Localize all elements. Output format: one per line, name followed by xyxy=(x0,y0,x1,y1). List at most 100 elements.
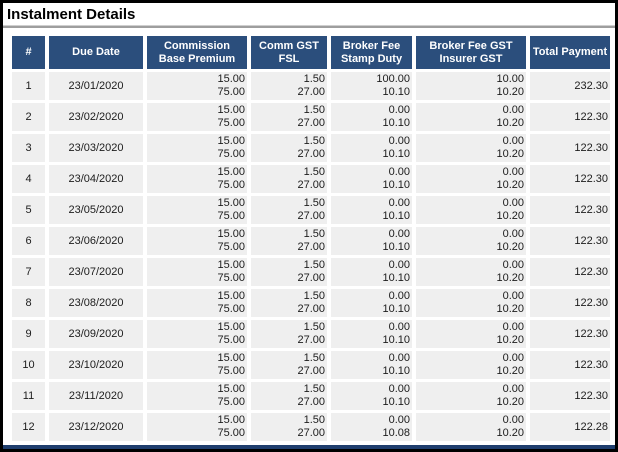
cell-value: 7 xyxy=(25,265,32,278)
cell-comm-gst-fsl: 1.50 27.00 xyxy=(251,196,327,224)
cell-value: 9 xyxy=(25,327,32,340)
cell-value: 3 xyxy=(25,141,32,154)
cell-num: 8 xyxy=(12,289,45,317)
cell-value-line: 10.20 xyxy=(496,148,524,160)
bottom-accent-line xyxy=(3,445,615,449)
cell-broker-fee-stamp-duty: 0.00 10.10 xyxy=(331,103,412,131)
cell-comm-gst-fsl: 1.50 27.00 xyxy=(251,258,327,286)
cell-commission-base-premium: 15.00 75.00 xyxy=(147,134,247,162)
cell-value: 6 xyxy=(25,234,32,247)
table-row: 2 23/02/2020 15.00 75.00 1.50 27.00 0.00 10.10 0… xyxy=(12,103,610,131)
cell-value-line: 27.00 xyxy=(297,272,325,284)
cell-num: 1 xyxy=(12,72,45,100)
cell-value: 23/03/2020 xyxy=(68,141,124,154)
cell-num: 10 xyxy=(12,351,45,379)
cell-value-line: 27.00 xyxy=(297,179,325,191)
cell-num: 9 xyxy=(12,320,45,348)
cell-total-payment: 122.30 xyxy=(530,134,610,162)
cell-value-line: 10.10 xyxy=(382,86,410,98)
cell-value: 11 xyxy=(22,389,35,402)
cell-value-line: 0.00 xyxy=(502,383,524,395)
table-row: 9 23/09/2020 15.00 75.00 1.50 27.00 0.00 10.10 0… xyxy=(12,320,610,348)
cell-value-line: 75.00 xyxy=(217,272,245,284)
cell-value-line: 0.00 xyxy=(388,135,410,147)
cell-commission-base-premium: 15.00 75.00 xyxy=(147,196,247,224)
cell-value-line: 0.00 xyxy=(388,321,410,333)
cell-comm-gst-fsl: 1.50 27.00 xyxy=(251,165,327,193)
cell-num: 2 xyxy=(12,103,45,131)
cell-due-date: 23/06/2020 xyxy=(49,227,143,255)
cell-value-line: 10.00 xyxy=(496,73,524,85)
cell-broker-fee-stamp-duty: 100.00 10.10 xyxy=(331,72,412,100)
cell-value-line: 0.00 xyxy=(502,352,524,364)
cell-value: 122.30 xyxy=(574,141,608,154)
cell-value: 23/06/2020 xyxy=(68,234,124,247)
cell-value-line: 1.50 xyxy=(303,352,325,364)
cell-value-line: 10.08 xyxy=(382,427,410,439)
page-title: Instalment Details xyxy=(7,6,136,23)
cell-value: 23/07/2020 xyxy=(68,265,124,278)
cell-comm-gst-fsl: 1.50 27.00 xyxy=(251,413,327,441)
cell-value: 23/02/2020 xyxy=(68,110,124,123)
cell-broker-fee-stamp-duty: 0.00 10.10 xyxy=(331,227,412,255)
cell-value: 122.30 xyxy=(574,172,608,185)
cell-due-date: 23/02/2020 xyxy=(49,103,143,131)
cell-value: 1 xyxy=(25,79,32,92)
cell-value-line: 10.10 xyxy=(382,396,410,408)
cell-value: 122.30 xyxy=(574,110,608,123)
cell-value: 23/05/2020 xyxy=(68,203,124,216)
cell-value-line: 15.00 xyxy=(217,166,245,178)
cell-due-date: 23/03/2020 xyxy=(49,134,143,162)
cell-num: 4 xyxy=(12,165,45,193)
cell-value-line: 75.00 xyxy=(217,179,245,191)
cell-value: 23/11/2020 xyxy=(68,389,124,402)
cell-value-line: 15.00 xyxy=(217,228,245,240)
cell-value-line: 10.20 xyxy=(496,334,524,346)
cell-value-line: 0.00 xyxy=(502,290,524,302)
cell-value-line: 15.00 xyxy=(217,352,245,364)
cell-total-payment: 122.30 xyxy=(530,289,610,317)
cell-value-line: 75.00 xyxy=(217,427,245,439)
cell-comm-gst-fsl: 1.50 27.00 xyxy=(251,134,327,162)
cell-total-payment: 122.30 xyxy=(530,320,610,348)
cell-value-line: 10.20 xyxy=(496,210,524,222)
column-header-line: Insurer GST xyxy=(439,52,503,65)
cell-num: 7 xyxy=(12,258,45,286)
cell-broker-fee-gst-insurer-gst: 10.00 10.20 xyxy=(416,72,526,100)
cell-commission-base-premium: 15.00 75.00 xyxy=(147,382,247,410)
column-header-line: Total Payment xyxy=(532,46,608,58)
table-row: 5 23/05/2020 15.00 75.00 1.50 27.00 0.00 10.10 0… xyxy=(12,196,610,224)
cell-comm-gst-fsl: 1.50 27.00 xyxy=(251,289,327,317)
cell-value: 122.30 xyxy=(574,389,608,402)
cell-broker-fee-stamp-duty: 0.00 10.10 xyxy=(331,320,412,348)
column-header-comm-gst-fsl: Comm GST FSL xyxy=(251,36,327,69)
cell-total-payment: 122.30 xyxy=(530,196,610,224)
cell-broker-fee-stamp-duty: 0.00 10.10 xyxy=(331,196,412,224)
cell-broker-fee-gst-insurer-gst: 0.00 10.20 xyxy=(416,351,526,379)
cell-value-line: 1.50 xyxy=(303,197,325,209)
cell-value-line: 1.50 xyxy=(303,414,325,426)
cell-due-date: 23/08/2020 xyxy=(49,289,143,317)
cell-value: 8 xyxy=(25,296,32,309)
cell-value: 4 xyxy=(25,172,32,185)
cell-value-line: 10.10 xyxy=(382,148,410,160)
cell-value-line: 10.20 xyxy=(496,303,524,315)
cell-commission-base-premium: 15.00 75.00 xyxy=(147,320,247,348)
cell-total-payment: 122.30 xyxy=(530,258,610,286)
cell-value-line: 27.00 xyxy=(297,241,325,253)
cell-commission-base-premium: 15.00 75.00 xyxy=(147,165,247,193)
cell-broker-fee-gst-insurer-gst: 0.00 10.20 xyxy=(416,382,526,410)
cell-value-line: 27.00 xyxy=(297,210,325,222)
cell-num: 3 xyxy=(12,134,45,162)
cell-num: 5 xyxy=(12,196,45,224)
cell-value-line: 0.00 xyxy=(388,197,410,209)
cell-value: 122.30 xyxy=(574,327,608,340)
cell-total-payment: 122.30 xyxy=(530,351,610,379)
cell-commission-base-premium: 15.00 75.00 xyxy=(147,413,247,441)
table-row: 8 23/08/2020 15.00 75.00 1.50 27.00 0.00 10.10 0… xyxy=(12,289,610,317)
table-row: 4 23/04/2020 15.00 75.00 1.50 27.00 0.00 10.10 0… xyxy=(12,165,610,193)
cell-value-line: 15.00 xyxy=(217,259,245,271)
column-header-line: Stamp Duty xyxy=(340,52,403,65)
column-header-line: # xyxy=(25,46,32,58)
cell-broker-fee-gst-insurer-gst: 0.00 10.20 xyxy=(416,227,526,255)
